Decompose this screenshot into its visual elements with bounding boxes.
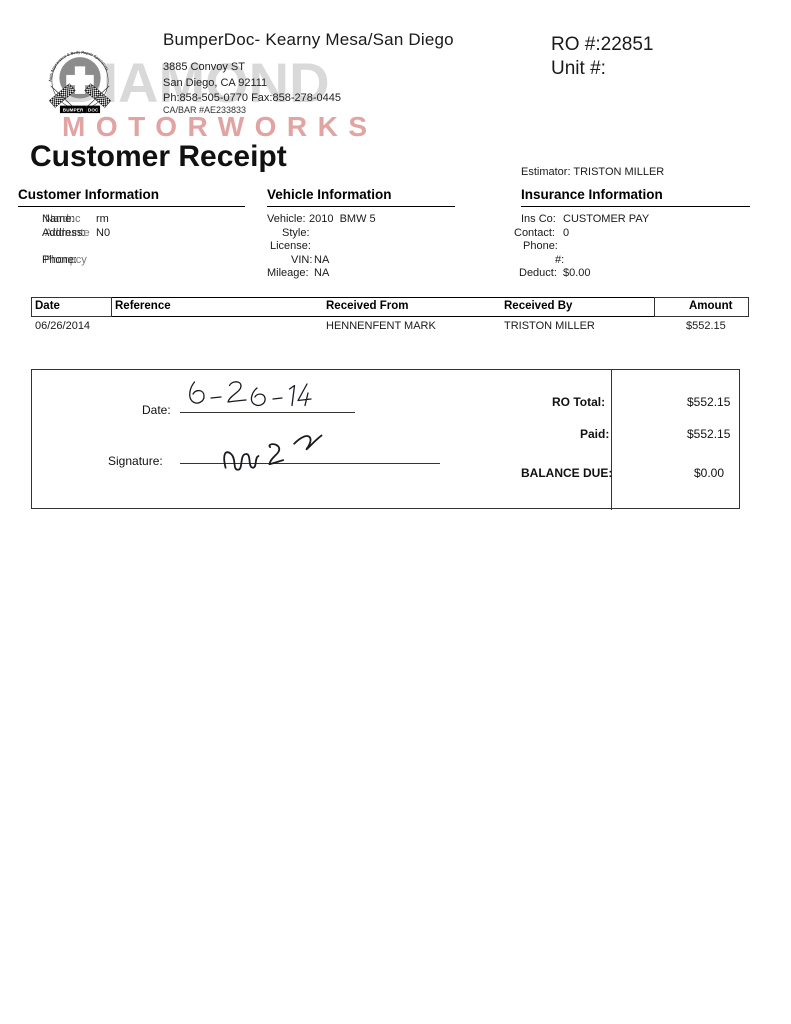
svg-text:DOC: DOC: [88, 107, 99, 112]
svg-text:BUMPER: BUMPER: [63, 107, 84, 112]
